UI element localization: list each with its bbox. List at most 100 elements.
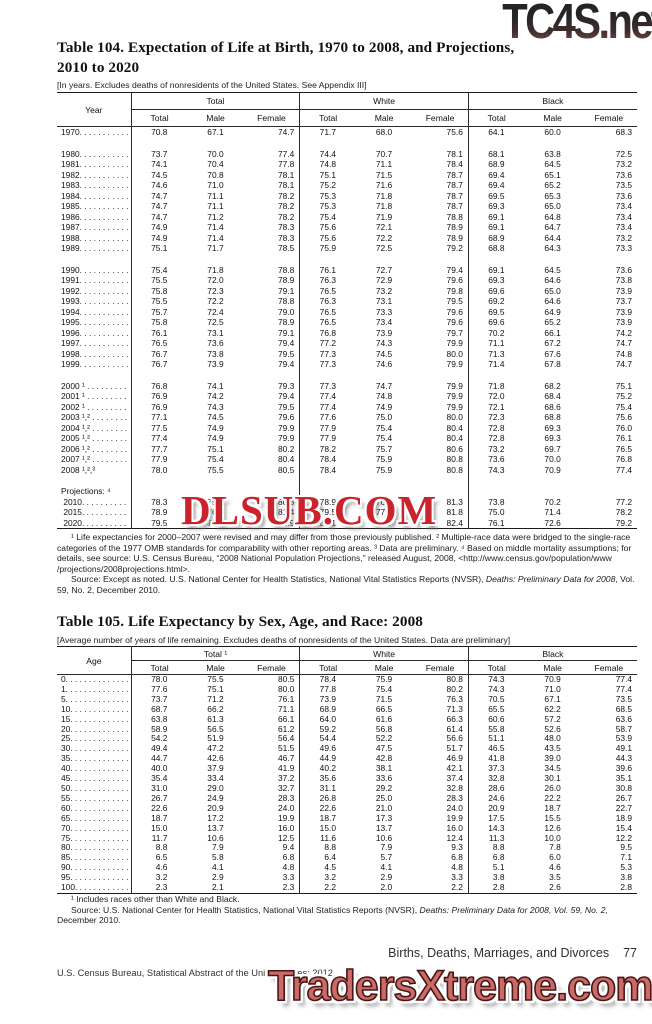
value-cell: 74.7 bbox=[151, 201, 168, 211]
value-cell: 69.4 bbox=[488, 180, 505, 190]
value-cell bbox=[243, 486, 301, 497]
row-label: 2003 ¹,² . . . . . . . . bbox=[57, 412, 132, 423]
row-label: 1984. . . . . . . . . . . bbox=[57, 190, 132, 201]
value-cell: 67.8 bbox=[544, 359, 561, 369]
value-cell: 15.0 bbox=[319, 822, 336, 833]
value-cell: 80.8 bbox=[412, 464, 469, 475]
value-cell: 78.9 bbox=[243, 275, 301, 286]
row-label: 2015. . . . . . . . . . bbox=[57, 507, 132, 518]
value-cell: 73.3 bbox=[375, 306, 393, 317]
table-row: 50. . . . . . . . . . . . . 31.0 29.0 32.7 3… bbox=[57, 782, 637, 794]
value-cell: 78.8 bbox=[412, 211, 469, 222]
value-cell: 70.9 bbox=[544, 464, 561, 475]
value-cell: 18.7 bbox=[319, 812, 336, 823]
value-cell: 16.0 bbox=[243, 823, 301, 834]
value-cell: 78.2 bbox=[243, 190, 301, 201]
row-label: 1986. . . . . . . . . . . bbox=[57, 211, 132, 222]
value-cell bbox=[300, 486, 356, 497]
value-cell: 74.3 bbox=[488, 674, 505, 684]
row-label: 100. . . . . . . . . . . . bbox=[57, 883, 132, 894]
value-cell: 73.9 bbox=[375, 327, 393, 338]
value-cell: 2.3 bbox=[155, 882, 168, 893]
value-cell: 78.7 bbox=[412, 169, 469, 180]
value-cell: 78.9 bbox=[319, 496, 336, 507]
value-cell: 71.5 bbox=[375, 169, 393, 180]
value-cell: 4.8 bbox=[412, 862, 469, 874]
value-cell: 35.1 bbox=[615, 773, 632, 784]
value-cell: 35.4 bbox=[151, 773, 168, 784]
value-cell bbox=[187, 254, 243, 265]
value-cell: 32.8 bbox=[488, 773, 505, 784]
value-cell: 79.9 bbox=[412, 338, 469, 349]
value-cell: 57.2 bbox=[544, 713, 561, 724]
value-cell: 46.5 bbox=[488, 743, 505, 754]
value-cell: 75.5 bbox=[151, 275, 168, 285]
value-cell: 74.7 bbox=[151, 190, 168, 201]
value-cell: 78.1 bbox=[243, 180, 301, 191]
value-cell: 69.3 bbox=[488, 201, 505, 211]
row-label: 1996. . . . . . . . . . . bbox=[57, 327, 132, 338]
value-cell: 72.9 bbox=[375, 275, 393, 285]
value-cell: 28.6 bbox=[488, 782, 505, 793]
row-label: 45. . . . . . . . . . . . . bbox=[57, 774, 132, 784]
value-cell: 73.4 bbox=[615, 211, 632, 222]
value-cell: 72.1 bbox=[375, 222, 393, 232]
value-cell: 71.0 bbox=[207, 180, 224, 190]
value-cell: 68.8 bbox=[544, 412, 561, 422]
value-cell: 56.6 bbox=[412, 734, 469, 745]
subcol-header: Male bbox=[355, 109, 413, 127]
value-cell: 34.5 bbox=[544, 763, 561, 774]
table-row: 2000 ¹ . . . . . . . . . 76.8 74.1 79.3 77.3… bbox=[57, 380, 637, 391]
value-cell: 13.7 bbox=[375, 822, 393, 833]
value-cell: 69.1 bbox=[488, 222, 505, 232]
value-cell: 70.8 bbox=[207, 169, 224, 180]
value-cell: 42.1 bbox=[412, 763, 469, 775]
value-cell: 77.1 bbox=[151, 412, 168, 422]
value-cell: 51.7 bbox=[412, 743, 469, 755]
value-cell: 7.9 bbox=[380, 842, 393, 853]
table-row: 2005 ¹,² . . . . . . . . 77.4 74.9 79.9 77.9… bbox=[57, 433, 637, 444]
row-label: 75. . . . . . . . . . . . . bbox=[57, 833, 132, 844]
value-cell: 79.5 bbox=[319, 507, 336, 517]
value-cell: 72.6 bbox=[544, 517, 561, 528]
value-cell: 77.4 bbox=[151, 433, 168, 443]
value-cell: 78.2 bbox=[319, 443, 336, 454]
table-row: 1993. . . . . . . . . . . 75.5 72.2 78.8 76.… bbox=[57, 296, 637, 307]
value-cell: 20.9 bbox=[488, 802, 505, 813]
value-cell: 79.6 bbox=[412, 306, 469, 317]
value-cell: 8.8 bbox=[324, 842, 336, 853]
value-cell: 68.2 bbox=[544, 380, 561, 391]
value-cell: 63.8 bbox=[544, 148, 561, 159]
value-cell: 15.0 bbox=[151, 822, 168, 833]
table104-title-line2: 2010 to 2020 bbox=[57, 58, 140, 76]
value-cell: 9.4 bbox=[243, 843, 301, 854]
value-cell: 74.9 bbox=[151, 232, 168, 243]
value-cell: 79.9 bbox=[412, 401, 469, 412]
subcol-header: Total bbox=[131, 660, 188, 675]
value-cell: 24.6 bbox=[488, 792, 505, 803]
subcol-header: Female bbox=[412, 109, 469, 127]
value-cell: 3.3 bbox=[412, 872, 469, 884]
value-cell: 69.1 bbox=[488, 211, 505, 222]
value-cell: 24.9 bbox=[207, 792, 224, 803]
value-cell: 72.5 bbox=[207, 317, 224, 327]
value-cell: 8.8 bbox=[492, 842, 505, 853]
value-cell: 72.3 bbox=[488, 412, 505, 422]
row-label: 2004 ¹,² . . . . . . . . bbox=[57, 422, 132, 433]
value-cell: 73.5 bbox=[615, 693, 632, 704]
value-cell bbox=[187, 486, 243, 497]
value-cell bbox=[300, 254, 356, 265]
value-cell: 81.8 bbox=[412, 507, 469, 518]
value-cell bbox=[581, 138, 637, 149]
value-cell: 74.1 bbox=[207, 380, 224, 391]
value-cell: 69.6 bbox=[488, 317, 505, 327]
value-cell bbox=[581, 370, 637, 381]
value-cell: 12.6 bbox=[544, 822, 561, 833]
value-cell: 75.4 bbox=[375, 433, 393, 443]
value-cell: 77.5 bbox=[151, 422, 168, 433]
value-cell: 76.7 bbox=[151, 359, 168, 369]
source-italic: Deaths: Preliminary Data for 2008 bbox=[485, 574, 616, 585]
table-row: 0. . . . . . . . . . . . . . 78.0 75.5 80.5… bbox=[57, 674, 637, 685]
value-cell bbox=[581, 486, 637, 497]
value-cell: 49.6 bbox=[319, 743, 336, 754]
